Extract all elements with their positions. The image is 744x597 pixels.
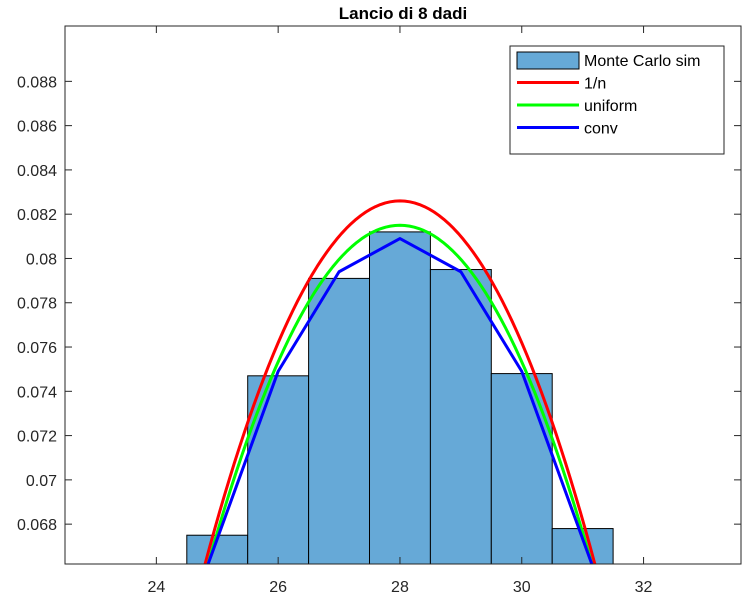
y-tick-label: 0.072 <box>17 429 57 446</box>
y-tick-label: 0.07 <box>26 473 57 490</box>
series-line-1-n <box>203 199 597 565</box>
legend-swatch-patch <box>516 51 580 70</box>
histogram-bar <box>429 269 492 565</box>
chart-title: Lancio di 8 dadi <box>339 4 467 23</box>
x-tick-label: 28 <box>391 579 409 596</box>
y-tick-label: 0.08 <box>26 251 57 268</box>
series-line-uniform <box>206 223 594 565</box>
y-tick-label: 0.086 <box>17 119 57 136</box>
y-tick-label: 0.074 <box>17 384 57 401</box>
axes-box <box>64 25 742 565</box>
x-tick-label: 30 <box>513 579 531 596</box>
y-tick-label: 0.082 <box>17 207 57 224</box>
histogram-bar <box>369 231 431 565</box>
series-line-conv <box>206 237 594 565</box>
y-tick-label: 0.084 <box>17 163 57 180</box>
x-tick-label: 32 <box>635 579 653 596</box>
y-tick-label: 0.076 <box>17 340 57 357</box>
legend: Monte Carlo sim 1/n uniform conv <box>509 45 725 155</box>
x-tick-label: 26 <box>269 579 287 596</box>
histogram-bar <box>247 375 310 565</box>
y-tick-label: 0.068 <box>17 517 57 534</box>
legend-entry-label: uniform <box>584 98 637 115</box>
x-tick-label: 24 <box>147 579 165 596</box>
histogram-bar <box>490 373 553 565</box>
legend-entry-label: conv <box>584 121 618 138</box>
legend-entry-label: 1/n <box>584 76 606 93</box>
legend-entry-label: Monte Carlo sim <box>584 53 700 70</box>
histogram-bar <box>308 277 371 565</box>
y-tick-label: 0.078 <box>17 296 57 313</box>
y-tick-label: 0.088 <box>17 74 57 91</box>
